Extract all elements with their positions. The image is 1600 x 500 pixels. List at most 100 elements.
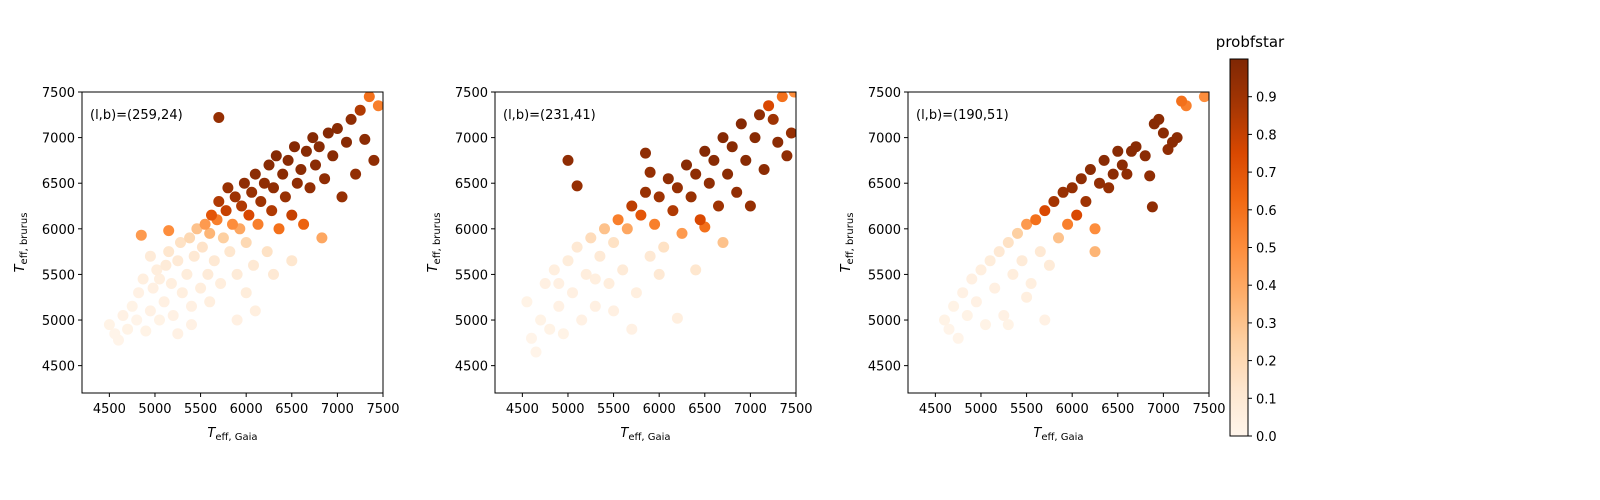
x-axis-label: Teff, Gaia: [620, 426, 670, 443]
colorbar-tick-label: 0.6: [1256, 204, 1277, 219]
point-group: [521, 92, 796, 358]
data-point: [231, 268, 243, 280]
x-tick-label: 5500: [1010, 402, 1043, 417]
data-point: [984, 255, 996, 267]
data-point: [644, 250, 656, 262]
data-point: [690, 264, 702, 276]
scatter-panel-1: 4500 5000 5500 6000 6500 7000 7500 4500 5000 5500…: [13, 86, 400, 443]
data-point: [970, 296, 982, 308]
y-tick-label: 6500: [868, 177, 901, 192]
x-tick-label: 7500: [779, 402, 812, 417]
data-point: [621, 223, 633, 235]
data-point: [345, 113, 357, 125]
data-point: [553, 300, 565, 312]
colorbar-gradient: [1229, 58, 1249, 437]
data-point: [240, 237, 252, 248]
data-point: [117, 310, 129, 321]
data-point: [196, 241, 208, 253]
data-point: [363, 92, 375, 103]
data-point: [331, 123, 343, 134]
data-point: [649, 218, 661, 230]
colorbar-tick-label: 0.5: [1256, 242, 1277, 257]
data-point: [1198, 92, 1209, 103]
data-point: [231, 314, 243, 326]
data-point: [998, 310, 1010, 321]
data-point: [521, 296, 533, 308]
data-point: [530, 346, 542, 358]
data-point: [726, 141, 738, 153]
data-point: [708, 154, 720, 166]
data-point: [319, 173, 331, 185]
scatter-panel-2: 4500 5000 5500 6000 6500 7000 7500 4500 5000 5500…: [426, 86, 813, 443]
data-point: [1144, 170, 1156, 182]
data-point: [1016, 255, 1028, 267]
y-tick-label: 5000: [455, 314, 488, 329]
data-point: [539, 278, 551, 289]
data-point: [785, 127, 796, 139]
data-point: [1089, 223, 1101, 235]
data-point: [758, 164, 770, 175]
data-point: [671, 182, 683, 194]
data-point: [289, 141, 300, 153]
data-point: [740, 154, 752, 166]
data-point: [137, 273, 149, 285]
x-tick-label: 5500: [597, 402, 630, 417]
data-point: [1039, 314, 1051, 326]
data-point: [952, 332, 964, 344]
data-point: [181, 268, 193, 280]
data-point: [246, 186, 258, 198]
y-axis-label: Teff, brurus: [13, 213, 30, 273]
data-point: [788, 92, 796, 98]
data-point: [313, 141, 325, 153]
data-point: [191, 223, 203, 235]
data-point: [562, 154, 574, 166]
data-point: [126, 300, 138, 312]
y-axis-label: Teff, brurus: [426, 213, 443, 273]
data-point: [131, 314, 143, 326]
panel-annotation: (l,b)=(231,41): [503, 108, 596, 123]
data-point: [154, 273, 165, 285]
panel-annotation: (l,b)=(190,51): [916, 108, 1009, 123]
data-point: [208, 255, 220, 267]
data-point: [1066, 182, 1078, 194]
data-point: [767, 113, 779, 125]
data-point: [1025, 278, 1037, 289]
data-point: [172, 255, 184, 267]
data-point: [644, 166, 656, 178]
data-point: [261, 246, 273, 258]
data-point: [699, 145, 711, 157]
data-point: [544, 323, 556, 335]
data-point: [103, 319, 115, 331]
y-tick-label: 7500: [455, 86, 488, 101]
y-tick-label: 5000: [868, 314, 901, 329]
x-tick-label: 5000: [551, 402, 584, 417]
data-point: [1112, 145, 1124, 157]
data-point: [229, 191, 241, 203]
data-point: [122, 323, 134, 335]
data-point: [144, 250, 156, 262]
data-point: [1048, 196, 1060, 207]
data-point: [298, 218, 310, 230]
data-point: [1116, 159, 1128, 171]
data-point: [526, 332, 537, 344]
data-point: [1021, 291, 1033, 303]
data-point: [763, 100, 775, 112]
data-point: [175, 237, 186, 248]
colorbar-tick-label: 0.8: [1256, 128, 1277, 143]
data-point: [690, 168, 702, 180]
colorbar-tick-label: 0.9: [1256, 91, 1277, 106]
x-tick-label: 6000: [230, 402, 263, 417]
data-point: [1098, 154, 1110, 166]
data-point: [681, 159, 692, 171]
data-point: [630, 287, 642, 299]
data-point: [781, 150, 793, 162]
colorbar-tick-label: 0.0: [1256, 430, 1277, 445]
plot-frame: [494, 91, 797, 394]
data-point: [1080, 196, 1092, 207]
x-tick-label: 5000: [138, 402, 171, 417]
data-point: [662, 173, 674, 185]
y-tick-label: 4500: [455, 360, 488, 375]
data-point: [295, 164, 307, 175]
colorbar-tick-label: 0.4: [1256, 279, 1277, 294]
